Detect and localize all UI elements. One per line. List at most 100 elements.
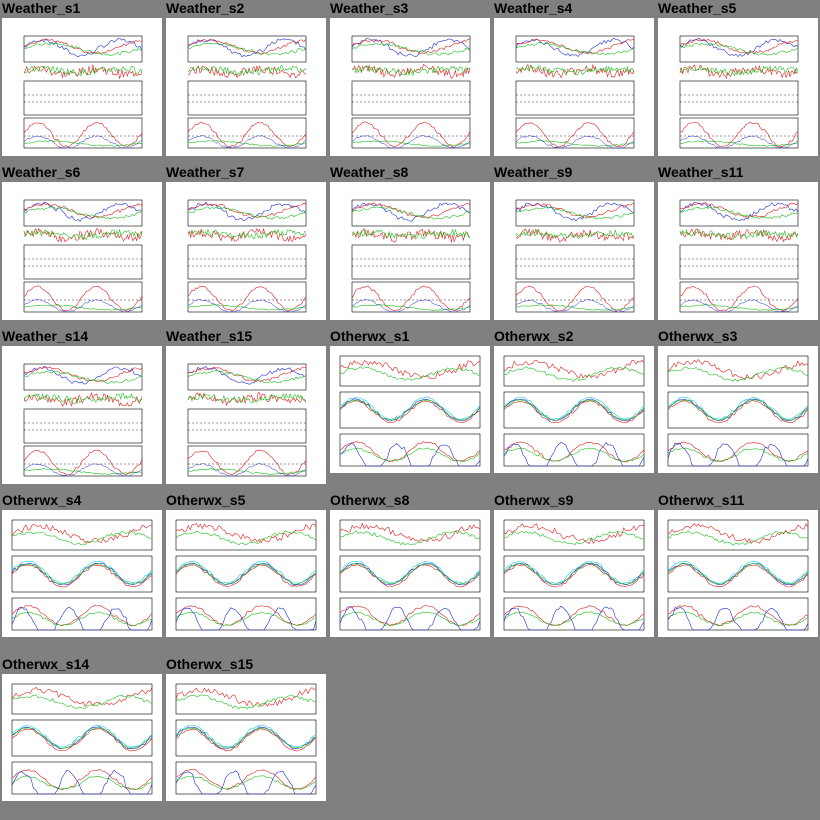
series-line bbox=[680, 140, 799, 147]
plot-frame bbox=[515, 80, 635, 116]
series-line bbox=[187, 299, 307, 313]
series-line bbox=[515, 202, 635, 222]
series-line bbox=[23, 370, 143, 384]
series-line bbox=[667, 441, 809, 463]
plot-frame bbox=[187, 35, 307, 63]
series-line bbox=[11, 523, 153, 544]
thumbnail-image[interactable] bbox=[658, 510, 818, 637]
series-line bbox=[667, 399, 809, 421]
thumbnail-image[interactable] bbox=[658, 182, 818, 320]
series-line bbox=[351, 228, 471, 243]
thumbnail-label: Otherwx_s15 bbox=[166, 656, 254, 672]
series-line bbox=[23, 468, 143, 475]
series-line bbox=[339, 564, 481, 588]
thumbnail-label: Weather_s4 bbox=[494, 0, 573, 16]
series-line bbox=[187, 135, 307, 149]
series-line bbox=[503, 398, 645, 422]
thumbnail-image[interactable] bbox=[166, 18, 326, 156]
series-line bbox=[679, 135, 799, 149]
thumbnail-image[interactable] bbox=[330, 18, 490, 156]
thumbnail-image[interactable] bbox=[658, 346, 818, 473]
series-line bbox=[187, 202, 307, 218]
series-line bbox=[175, 770, 317, 795]
series-line bbox=[11, 694, 153, 709]
plot-frame bbox=[339, 555, 481, 593]
series-line bbox=[679, 38, 799, 54]
series-line bbox=[23, 299, 143, 313]
weather-plot-thumbnail bbox=[175, 519, 317, 631]
series-line bbox=[351, 228, 471, 240]
thumbnail-label: Otherwx_s8 bbox=[330, 492, 410, 508]
series-line bbox=[339, 400, 481, 423]
series-line bbox=[351, 299, 471, 313]
series-line bbox=[351, 63, 471, 80]
thumbnail-image[interactable] bbox=[166, 346, 326, 484]
thumbnail-image[interactable] bbox=[330, 346, 490, 473]
thumbnail-image[interactable] bbox=[2, 510, 162, 637]
plot-frame bbox=[515, 281, 635, 313]
series-line bbox=[11, 531, 153, 546]
thumbnail-image[interactable] bbox=[330, 510, 490, 637]
series-line bbox=[679, 201, 799, 221]
thumbnail-image[interactable] bbox=[2, 674, 162, 801]
weather-plot-thumbnail bbox=[515, 199, 635, 313]
weather-plot-thumbnail bbox=[679, 35, 799, 149]
weather-plot-thumbnail bbox=[503, 355, 645, 467]
series-line bbox=[175, 687, 317, 707]
series-line bbox=[679, 65, 799, 76]
series-line bbox=[667, 523, 809, 544]
thumbnail-image[interactable] bbox=[2, 18, 162, 156]
weather-plot-thumbnail bbox=[187, 363, 307, 477]
series-line bbox=[351, 38, 471, 55]
series-line bbox=[515, 122, 635, 148]
series-line bbox=[175, 775, 317, 791]
series-line bbox=[667, 447, 809, 462]
thumbnail-label: Otherwx_s3 bbox=[658, 328, 738, 344]
series-line bbox=[667, 560, 809, 584]
series-line bbox=[23, 135, 143, 149]
thumbnail-image[interactable] bbox=[166, 674, 326, 801]
series-line bbox=[23, 206, 143, 220]
plot-frame bbox=[503, 391, 645, 429]
series-line bbox=[503, 530, 645, 545]
thumbnail-image[interactable] bbox=[494, 346, 654, 473]
thumbnail-label: Otherwx_s9 bbox=[494, 492, 574, 508]
thumbnail-label: Weather_s8 bbox=[330, 164, 409, 180]
series-line bbox=[11, 564, 153, 588]
thumbnail-image[interactable] bbox=[330, 182, 490, 320]
thumbnail-image[interactable] bbox=[2, 182, 162, 320]
series-line bbox=[667, 564, 809, 588]
plot-frame bbox=[339, 391, 481, 429]
series-line bbox=[351, 202, 471, 222]
thumbnail-image[interactable] bbox=[494, 510, 654, 637]
thumbnail-label: Weather_s7 bbox=[166, 164, 245, 180]
thumbnail-image[interactable] bbox=[166, 182, 326, 320]
series-line bbox=[11, 563, 153, 585]
thumbnail-label: Weather_s11 bbox=[658, 164, 744, 180]
series-line bbox=[679, 299, 799, 313]
weather-plot-thumbnail bbox=[503, 519, 645, 631]
series-line bbox=[187, 227, 307, 243]
series-line bbox=[679, 304, 799, 311]
plot-frame bbox=[667, 355, 809, 387]
thumbnail-image[interactable] bbox=[494, 18, 654, 156]
series-line bbox=[339, 399, 481, 421]
series-line bbox=[503, 605, 645, 631]
series-line bbox=[515, 202, 635, 219]
plot-frame bbox=[23, 363, 143, 391]
plot-frame bbox=[515, 117, 635, 149]
weather-plot-thumbnail bbox=[351, 35, 471, 149]
series-line bbox=[175, 605, 317, 626]
series-line bbox=[667, 398, 809, 422]
plot-frame bbox=[515, 35, 635, 63]
thumbnail-image[interactable] bbox=[494, 182, 654, 320]
thumbnail-image[interactable] bbox=[658, 18, 818, 156]
thumbnail-image[interactable] bbox=[2, 346, 162, 484]
series-line bbox=[339, 606, 481, 631]
thumbnail-label: Weather_s6 bbox=[2, 164, 81, 180]
thumbnail-image[interactable] bbox=[166, 510, 326, 637]
weather-plot-thumbnail bbox=[351, 199, 471, 313]
thumbnail-label: Weather_s15 bbox=[166, 328, 253, 344]
weather-plot-thumbnail bbox=[187, 199, 307, 313]
series-line bbox=[187, 201, 307, 222]
